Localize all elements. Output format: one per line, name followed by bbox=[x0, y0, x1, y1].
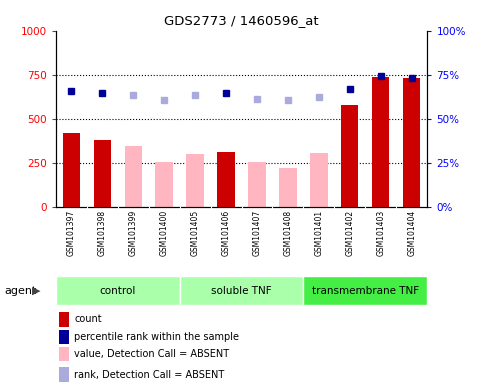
Text: GSM101400: GSM101400 bbox=[159, 209, 169, 256]
Bar bbox=[186, 154, 203, 207]
Text: GDS2773 / 1460596_at: GDS2773 / 1460596_at bbox=[164, 14, 319, 27]
Bar bbox=[280, 169, 297, 207]
Text: GSM101407: GSM101407 bbox=[253, 209, 261, 256]
Text: GSM101401: GSM101401 bbox=[314, 209, 324, 256]
Bar bbox=[311, 154, 327, 207]
Text: agent: agent bbox=[5, 286, 37, 296]
Text: GSM101403: GSM101403 bbox=[376, 209, 385, 256]
Bar bbox=[94, 140, 111, 207]
Text: GSM101402: GSM101402 bbox=[345, 209, 355, 256]
Text: transmembrane TNF: transmembrane TNF bbox=[312, 286, 419, 296]
Text: GSM101405: GSM101405 bbox=[190, 209, 199, 256]
Text: GSM101397: GSM101397 bbox=[67, 209, 75, 256]
Bar bbox=[59, 312, 69, 326]
Bar bbox=[156, 162, 172, 207]
Bar bbox=[248, 162, 266, 207]
Bar bbox=[59, 347, 69, 361]
Text: GSM101408: GSM101408 bbox=[284, 209, 293, 256]
Text: GSM101406: GSM101406 bbox=[222, 209, 230, 256]
Bar bbox=[217, 152, 235, 207]
Bar bbox=[303, 276, 427, 305]
Bar bbox=[372, 77, 389, 207]
Bar bbox=[62, 133, 80, 207]
Text: value, Detection Call = ABSENT: value, Detection Call = ABSENT bbox=[74, 349, 229, 359]
Text: percentile rank within the sample: percentile rank within the sample bbox=[74, 332, 239, 342]
Text: count: count bbox=[74, 314, 102, 324]
Text: control: control bbox=[99, 286, 136, 296]
Bar bbox=[56, 276, 180, 305]
Bar bbox=[180, 276, 303, 305]
Bar bbox=[59, 367, 69, 382]
Bar bbox=[403, 78, 421, 207]
Text: soluble TNF: soluble TNF bbox=[211, 286, 272, 296]
Bar bbox=[59, 330, 69, 344]
Bar bbox=[341, 105, 358, 207]
Text: GSM101404: GSM101404 bbox=[408, 209, 416, 256]
Text: rank, Detection Call = ABSENT: rank, Detection Call = ABSENT bbox=[74, 369, 225, 379]
Bar bbox=[125, 146, 142, 207]
Text: GSM101398: GSM101398 bbox=[98, 209, 107, 256]
Text: ▶: ▶ bbox=[32, 286, 41, 296]
Text: GSM101399: GSM101399 bbox=[128, 209, 138, 256]
